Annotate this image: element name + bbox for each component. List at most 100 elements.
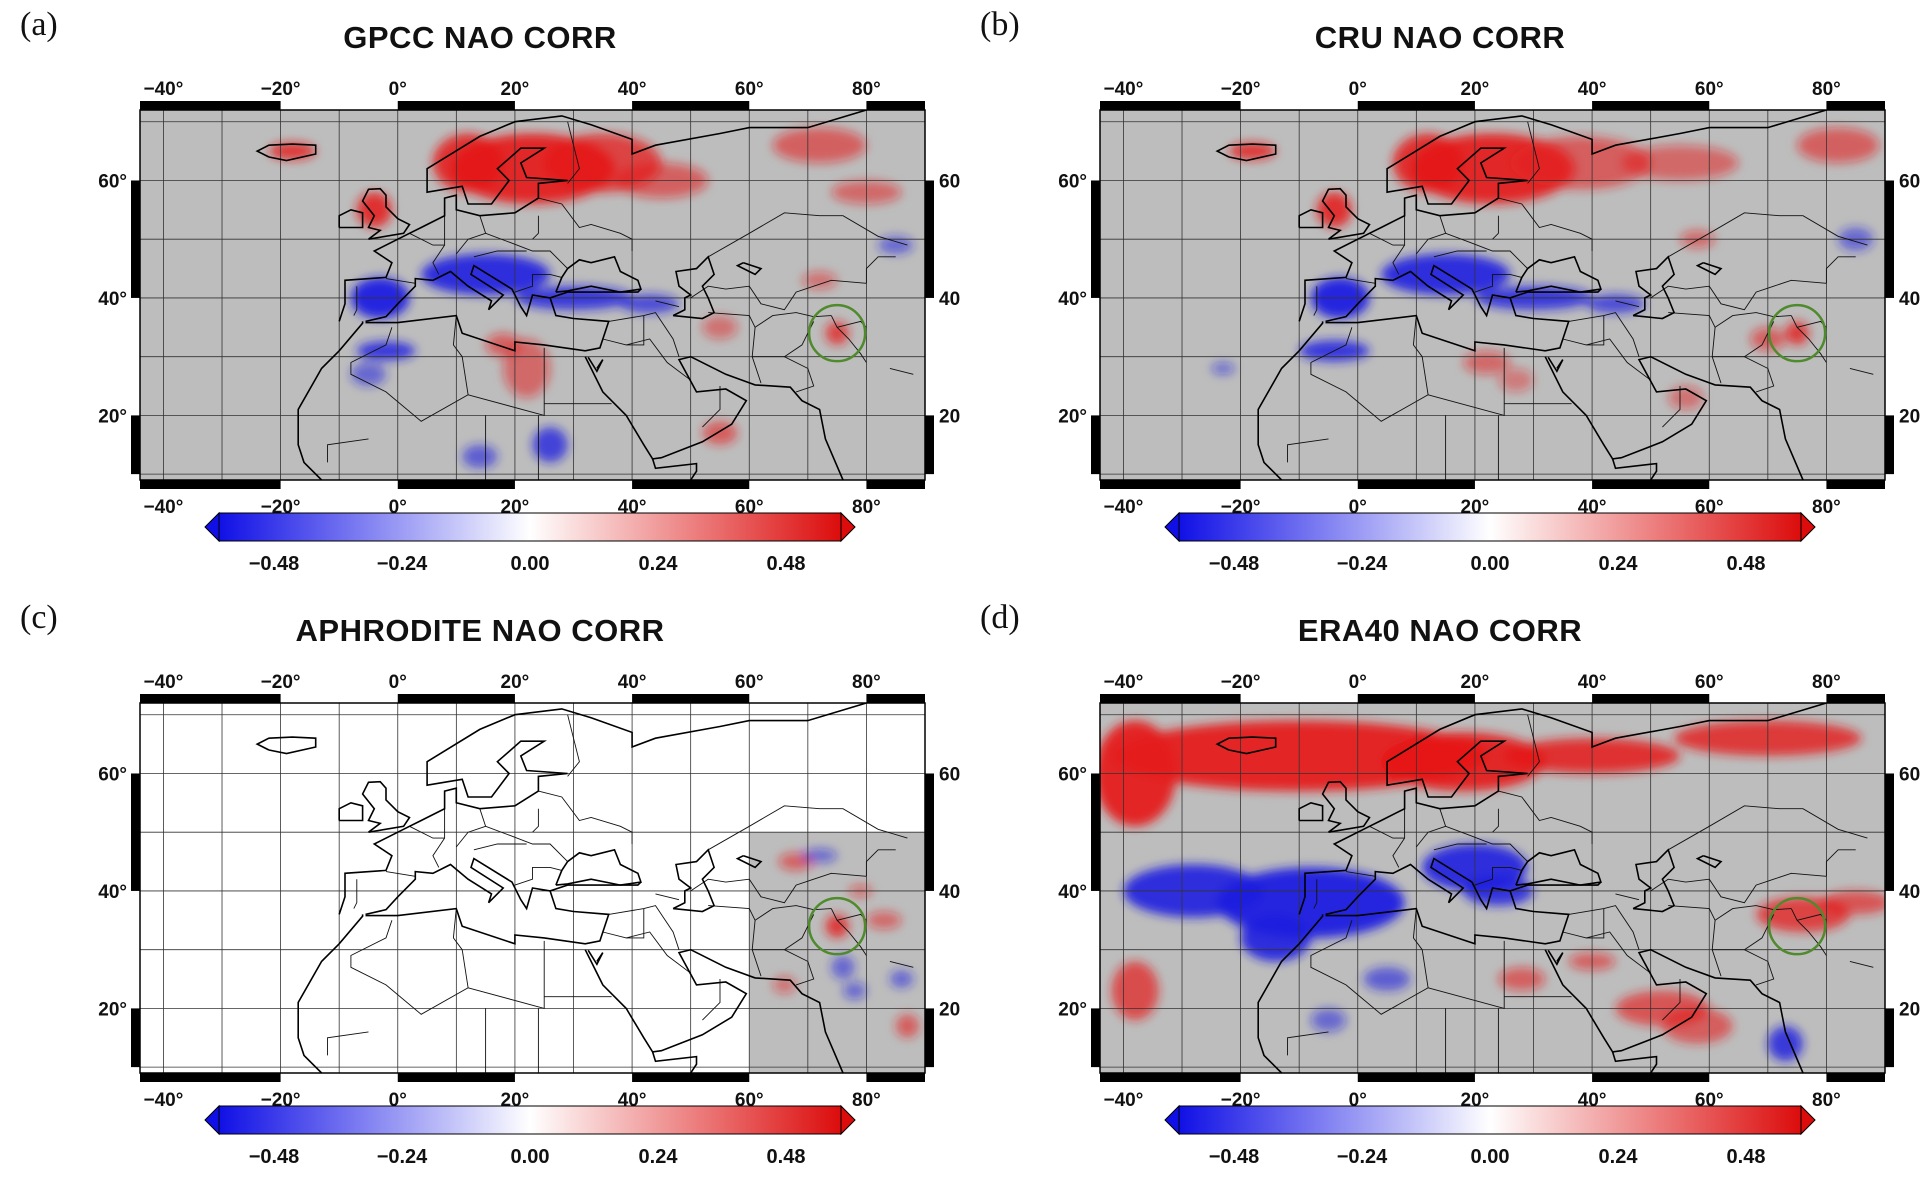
frame-bar [1357, 1073, 1475, 1082]
frame-bar [1091, 1008, 1100, 1068]
frame-bar [1826, 101, 1885, 110]
lon-tick-label: 40° [1578, 79, 1607, 100]
positive-correlation-area [1510, 136, 1651, 190]
coastline [1695, 854, 1723, 869]
positive-correlation-area [1498, 967, 1546, 991]
negative-correlation-area [842, 981, 867, 1000]
country-border [1313, 286, 1318, 316]
frame-bar [632, 101, 750, 110]
lon-tick-label: 80° [852, 497, 881, 518]
colorbar-label: −0.48 [249, 553, 300, 575]
country-border [608, 905, 680, 950]
coastline [1547, 356, 1564, 373]
panel-d: (d) ERA40 NAO CORR −40° −40° −20° −20° 0° 0° 2… [960, 593, 1920, 1186]
lon-tick-label: 60° [1695, 672, 1724, 693]
frame-bar [1826, 1073, 1885, 1082]
frame-bar [1091, 180, 1100, 298]
frame-bar [1357, 694, 1475, 703]
positive-correlation-area [1785, 321, 1809, 345]
country-border [865, 256, 896, 284]
country-border [702, 386, 721, 428]
coastline [1325, 264, 1511, 323]
positive-correlation-area [356, 192, 392, 228]
lat-tick-label: 20° [1899, 406, 1920, 427]
negative-correlation-area [1240, 914, 1311, 962]
lon-tick-label: −40° [1104, 497, 1144, 518]
panel-letter: (d) [980, 599, 1020, 636]
country-border [467, 347, 545, 416]
coastline [1515, 848, 1602, 886]
negative-correlation-area [462, 444, 498, 469]
country-border [1712, 949, 1775, 986]
coastline [555, 255, 642, 293]
country-border [479, 215, 568, 269]
country-border [707, 805, 908, 851]
lon-tick-label: 20° [501, 79, 530, 100]
correlation-field [772, 848, 920, 1038]
country-border [1415, 232, 1446, 255]
country-border [327, 438, 369, 463]
frame-bar [1357, 101, 1475, 110]
study-region-circle [807, 896, 867, 956]
country-border [1849, 960, 1874, 968]
country-border [567, 121, 580, 184]
frame-bar [1592, 1073, 1710, 1082]
lon-tick-label: 60° [735, 79, 764, 100]
country-border [1313, 879, 1318, 909]
lon-tick-label: −40° [144, 672, 184, 693]
lon-tick-label: −40° [1104, 79, 1144, 100]
lat-tick-label: 20° [939, 999, 960, 1020]
colorbar-min-arrow [204, 511, 220, 543]
country-border [608, 312, 680, 357]
frame-bar [866, 480, 925, 489]
colorbar-label: 0.24 [1599, 1146, 1639, 1168]
coastline [672, 848, 716, 913]
lon-tick-label: −40° [1104, 672, 1144, 693]
negative-correlation-area [532, 427, 568, 463]
country-border [1498, 197, 1593, 251]
frame-bar [1592, 480, 1710, 489]
lat-tick-label: 60° [98, 171, 127, 192]
country-border [1492, 215, 1499, 240]
frame-bar [1357, 480, 1475, 489]
coastline [1321, 187, 1371, 240]
positive-correlation-area [1392, 133, 1464, 193]
colorbar [218, 1105, 842, 1135]
coastline [255, 736, 317, 755]
positive-correlation-area [702, 421, 738, 445]
frame-bar [866, 101, 925, 110]
lat-tick-label: 20° [98, 406, 127, 427]
country-border [1392, 244, 1405, 275]
coastline [365, 881, 642, 945]
coastline [365, 264, 551, 323]
negative-correlation-area [878, 236, 914, 254]
panel-title: GPCC NAO CORR [343, 20, 617, 55]
coastline [361, 187, 411, 240]
frame-bar [131, 773, 140, 891]
map-gpcc: −40°−40°−20°−20°0°0°20°20°40°40°60°60°80… [98, 79, 960, 575]
frame-bar [1885, 1008, 1894, 1068]
colorbar-label: 0.48 [1727, 1146, 1766, 1168]
country-border [1369, 215, 1406, 246]
positive-correlation-area [1797, 127, 1880, 163]
country-border [1287, 1031, 1329, 1056]
lon-tick-label: 60° [735, 672, 764, 693]
colorbar-label: −0.48 [1209, 553, 1260, 575]
country-border [602, 908, 645, 939]
frame-bar [1100, 101, 1241, 110]
map-body [1100, 703, 1885, 1073]
coastline [1632, 255, 1676, 320]
lon-tick-label: −20° [261, 672, 301, 693]
country-border [754, 312, 832, 328]
colorbar-label: −0.24 [377, 553, 428, 575]
country-border [752, 949, 815, 986]
country-border [514, 273, 562, 293]
coastline [297, 914, 364, 1073]
lat-tick-label: 20° [98, 999, 127, 1020]
negative-correlation-area [831, 955, 855, 980]
coastline [587, 949, 604, 966]
frame-bar [397, 101, 515, 110]
negative-correlation-area [421, 253, 551, 295]
country-border [567, 714, 580, 777]
frame-bar [131, 415, 140, 475]
